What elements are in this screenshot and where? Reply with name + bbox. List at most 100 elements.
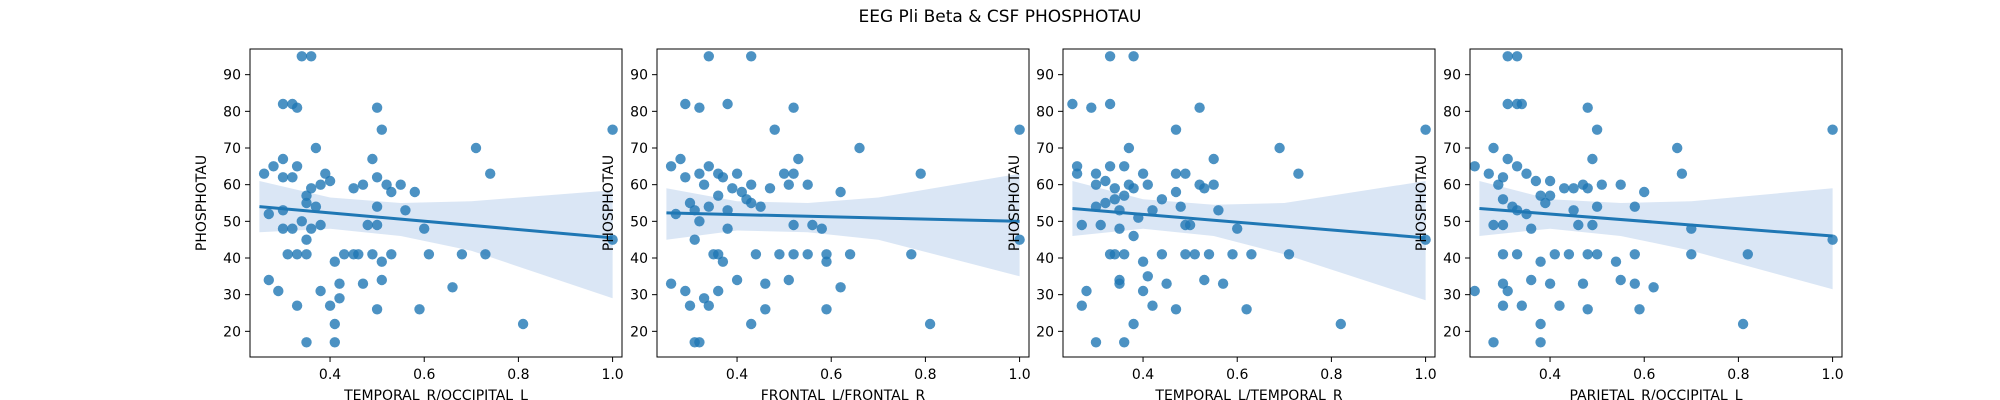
panel-2-point-71	[694, 337, 705, 348]
panel-2-point-6	[788, 102, 799, 113]
panel-3-point-13	[1104, 161, 1116, 172]
panel-3-point-7	[1170, 124, 1182, 135]
panel-2-point-48	[750, 249, 762, 260]
panel-4-point-13	[1511, 161, 1523, 172]
panel-3-point-39	[1175, 201, 1186, 212]
panel-1-xtick-label-2: 0.6	[413, 367, 435, 383]
panel-3-point-58	[1283, 249, 1295, 260]
panel-2-point-13	[793, 153, 804, 165]
panel-2-point-62	[783, 274, 794, 286]
panel-4-point-6	[1582, 102, 1593, 113]
panel-3-point-30	[1199, 183, 1210, 194]
panel-3-point-54	[1189, 249, 1201, 260]
panel-4-xtick-label-3: 0.8	[1727, 367, 1749, 383]
panel-2-ytick-label-7: 80	[630, 104, 648, 120]
panel-2-point-14	[694, 168, 705, 179]
panel-2-point-68	[924, 318, 936, 330]
panel-4-point-31	[1497, 194, 1509, 205]
panel-3-ytick-label-3: 40	[1036, 251, 1054, 267]
panel-3-regression-line	[1072, 207, 1426, 240]
panel-3-point-33	[1119, 190, 1130, 201]
panel-3-point-38	[1147, 205, 1158, 216]
panel-2-point-52	[821, 249, 832, 260]
panel-2-point-27	[915, 168, 926, 179]
subplots: 0.4 0.6 0.8 1.0 20 30 40 50 60 70 80 90 TEMPORAL_R/O…	[194, 48, 1844, 400]
panel-2-point-58	[680, 285, 691, 297]
panel-4-point-62	[1615, 274, 1626, 286]
panel-4-ytick-label-6: 70	[1443, 141, 1461, 157]
panel-3-point-10	[1123, 142, 1135, 154]
panel-3-point-25	[1128, 183, 1139, 194]
panel-1-regression-line	[259, 205, 613, 240]
panel-1-point-14	[367, 153, 378, 165]
panel-2-point-47	[717, 256, 729, 267]
panel-1-ytick-label-2: 30	[223, 288, 241, 304]
panel-1-point-61	[315, 285, 326, 297]
panel-4-point-48	[1549, 249, 1561, 260]
panel-2-point-66	[760, 304, 771, 315]
panel-3-point-20	[1071, 168, 1083, 179]
panel-1-point-41	[306, 223, 317, 234]
panel-4: 0.4 0.6 0.8 1.0 20 30 40 50 60 70 80 90 PARIETAL_R/O…	[1414, 48, 1844, 400]
panel-3-point-14	[1119, 161, 1130, 172]
panel-4-point-51	[1591, 249, 1603, 260]
panel-2-point-59	[713, 285, 724, 297]
panel-2-xtick-label-2: 0.6	[820, 367, 842, 383]
panel-1-xtick-label-4: 1.0	[601, 367, 623, 383]
panel-1-point-60	[263, 274, 274, 286]
panel-4-point-54	[1686, 249, 1697, 260]
panel-1-point-19	[357, 179, 369, 190]
panel-1-ytick-label-7: 80	[223, 104, 241, 120]
panel-1-point-33	[348, 183, 359, 194]
panel-3-point-62	[1142, 271, 1154, 282]
panel-1-point-11	[277, 153, 289, 165]
panel-2-regression-line	[666, 211, 1020, 223]
panel-1-ytick-label-1: 20	[223, 324, 241, 340]
panel-3-point-68	[1076, 300, 1088, 311]
panel-4-point-24	[1493, 179, 1504, 190]
panel-2-point-3	[680, 98, 691, 110]
panel-4-point-14	[1587, 153, 1598, 165]
panel-4-point-9	[1488, 142, 1499, 154]
panel-1-point-51	[353, 249, 364, 260]
panel-2-y-axis-label: PHOSPHOTAU	[601, 155, 617, 251]
panel-4-point-28	[1559, 183, 1570, 194]
panel-3-point-52	[1156, 249, 1168, 260]
panel-2-ytick-label-3: 40	[630, 251, 648, 267]
panel-3-ytick-label-5: 60	[1036, 178, 1054, 194]
panel-1-confidence-band	[259, 181, 613, 299]
panel-2-point-1	[703, 51, 714, 62]
panel-4-x-axis-label: PARIETAL_R/OCCIPITAL_L	[1569, 388, 1742, 400]
panel-3-point-22	[1100, 175, 1111, 187]
panel-2-ytick-label-4: 50	[630, 214, 648, 230]
panel-4-ytick-label-4: 50	[1443, 214, 1461, 230]
panel-4-point-21	[1615, 179, 1626, 190]
panel-1-point-71	[273, 285, 284, 297]
panel-3-point-53	[1180, 249, 1191, 260]
panel-1-point-10	[310, 142, 322, 154]
panel-3-point-23	[1109, 183, 1121, 194]
panel-1-point-65	[334, 293, 345, 304]
panel-4-point-5	[1516, 98, 1528, 110]
panel-1-point-6	[371, 102, 383, 113]
panel-4-confidence-band	[1479, 181, 1833, 290]
panel-4-point-73	[1535, 337, 1546, 348]
panel-3-point-2	[1128, 51, 1139, 62]
panel-1-point-5	[291, 102, 303, 113]
panel-1-point-43	[287, 223, 298, 234]
panel-2-ytick-label-6: 70	[630, 141, 648, 157]
panel-1-axes-frame	[249, 48, 623, 358]
panel-2-point-36	[755, 201, 766, 212]
panel-4-point-8	[1827, 124, 1838, 135]
panel-3-point-12	[1090, 168, 1102, 179]
panel-3-point-27	[1156, 194, 1168, 205]
panel-3-point-5	[1104, 98, 1116, 110]
panel-4-point-68	[1582, 304, 1593, 315]
panel-4-y-axis-label: PHOSPHOTAU	[1414, 155, 1430, 251]
panel-1-point-26	[324, 175, 336, 187]
panel-1-point-8	[470, 142, 482, 154]
panel-1-point-49	[339, 249, 350, 260]
panel-2-point-4	[722, 98, 733, 110]
panel-3-point-9	[1274, 142, 1285, 154]
panel-1-point-68	[371, 304, 383, 315]
